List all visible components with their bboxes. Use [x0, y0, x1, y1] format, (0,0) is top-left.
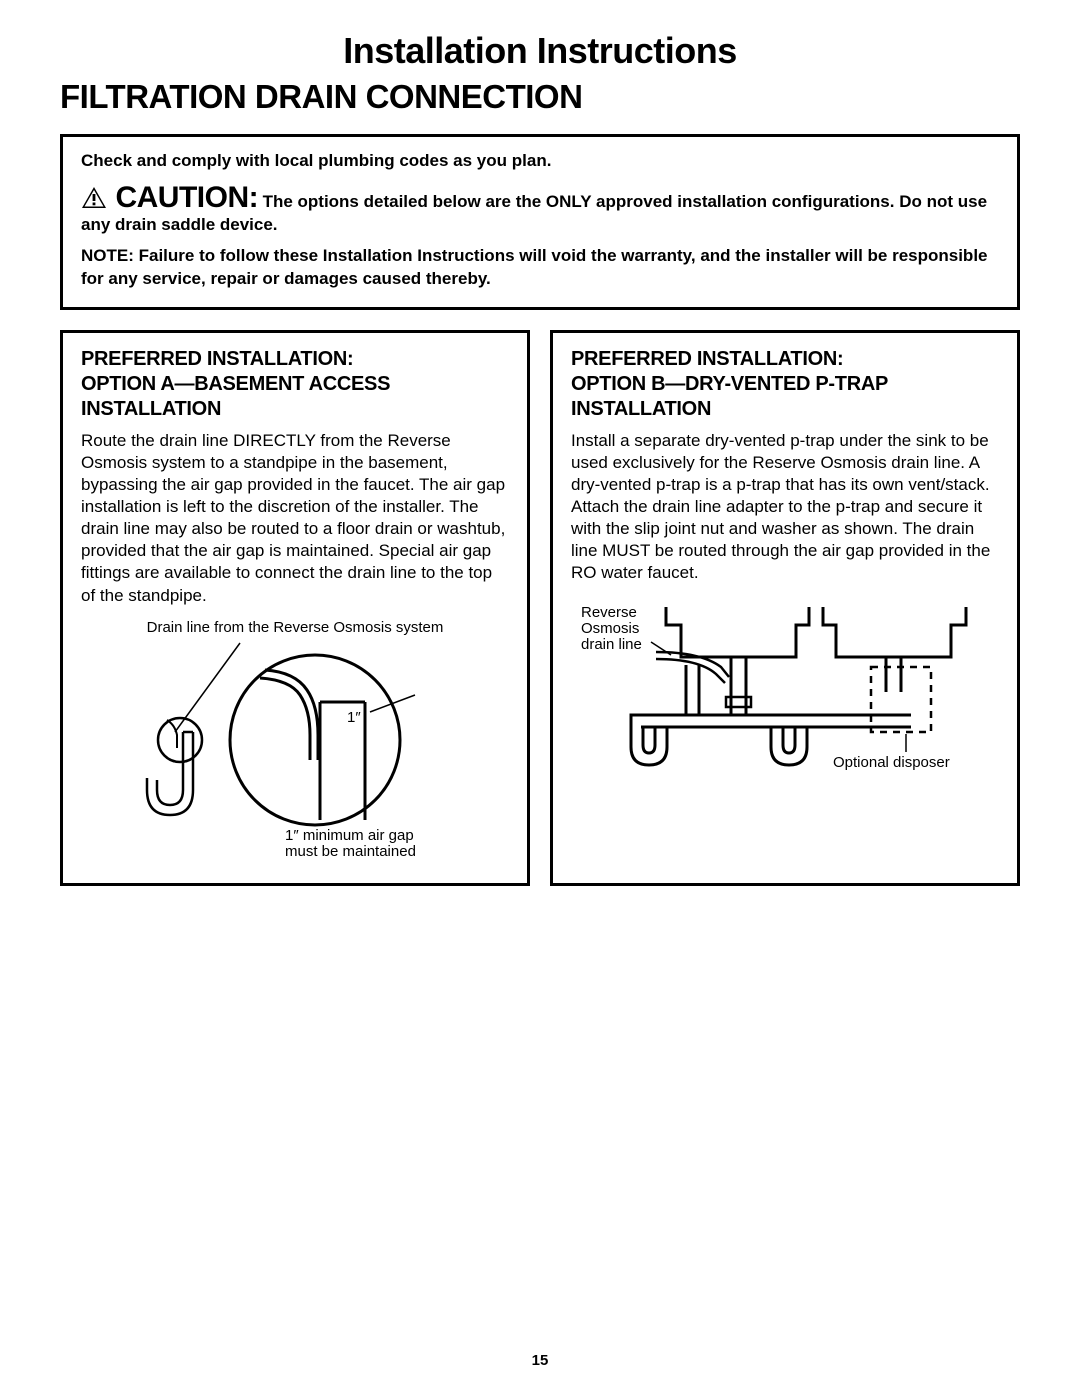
caution-box: Check and comply with local plumbing cod… — [60, 134, 1020, 310]
option-a-title-l3: INSTALLATION — [81, 398, 221, 420]
sub-title: FILTRATION DRAIN CONNECTION — [60, 78, 1020, 116]
option-b-title-l1: PREFERRED INSTALLATION: — [571, 348, 843, 370]
option-b-box: PREFERRED INSTALLATION: OPTION B—DRY-VEN… — [550, 330, 1020, 886]
option-a-title-l2: OPTION A—BASEMENT ACCESS — [81, 373, 390, 395]
caution-word: CAUTION: — [115, 181, 258, 214]
option-a-title: PREFERRED INSTALLATION: OPTION A—BASEMEN… — [81, 347, 509, 422]
option-a-body: Route the drain line DIRECTLY from the R… — [81, 430, 509, 607]
ro-label-l2: Osmosis — [581, 620, 639, 637]
option-b-title: PREFERRED INSTALLATION: OPTION B—DRY-VEN… — [571, 347, 999, 422]
ro-label-l3: drain line — [581, 636, 642, 653]
ro-label-l1: Reverse — [581, 604, 637, 621]
standpipe-diagram-icon: 1″ 1″ minimum air gap must — [115, 640, 475, 860]
options-columns: PREFERRED INSTALLATION: OPTION A—BASEMEN… — [60, 330, 1020, 886]
option-a-diagram-wrap: Drain line from the Reverse Osmosis syst… — [81, 619, 509, 865]
page-container: Installation Instructions FILTRATION DRA… — [0, 0, 1080, 886]
air-gap-label-l2: must be maintained — [285, 843, 416, 860]
one-inch-label: 1″ — [347, 709, 361, 726]
caution-row: CAUTION: The options detailed below are … — [81, 181, 999, 235]
option-b-title-l3: INSTALLATION — [571, 398, 711, 420]
warning-icon — [81, 186, 107, 214]
page-number: 15 — [0, 1352, 1080, 1369]
note-line: NOTE: Failure to follow these Installati… — [81, 245, 999, 291]
option-b-diagram-wrap: Reverse Osmosis drain line — [571, 597, 999, 802]
option-b-body: Install a separate dry-vented p-trap und… — [571, 430, 999, 585]
option-a-title-l1: PREFERRED INSTALLATION: — [81, 348, 353, 370]
check-codes-line: Check and comply with local plumbing cod… — [81, 151, 999, 171]
option-b-title-l2: OPTION B—DRY-VENTED P-TRAP — [571, 373, 888, 395]
option-a-box: PREFERRED INSTALLATION: OPTION A—BASEMEN… — [60, 330, 530, 886]
disposer-label: Optional disposer — [833, 754, 950, 771]
option-a-caption-top: Drain line from the Reverse Osmosis syst… — [81, 619, 509, 636]
main-title: Installation Instructions — [60, 30, 1020, 72]
sink-diagram-icon: Reverse Osmosis drain line — [571, 597, 991, 797]
air-gap-label-l1: 1″ minimum air gap — [285, 827, 414, 844]
